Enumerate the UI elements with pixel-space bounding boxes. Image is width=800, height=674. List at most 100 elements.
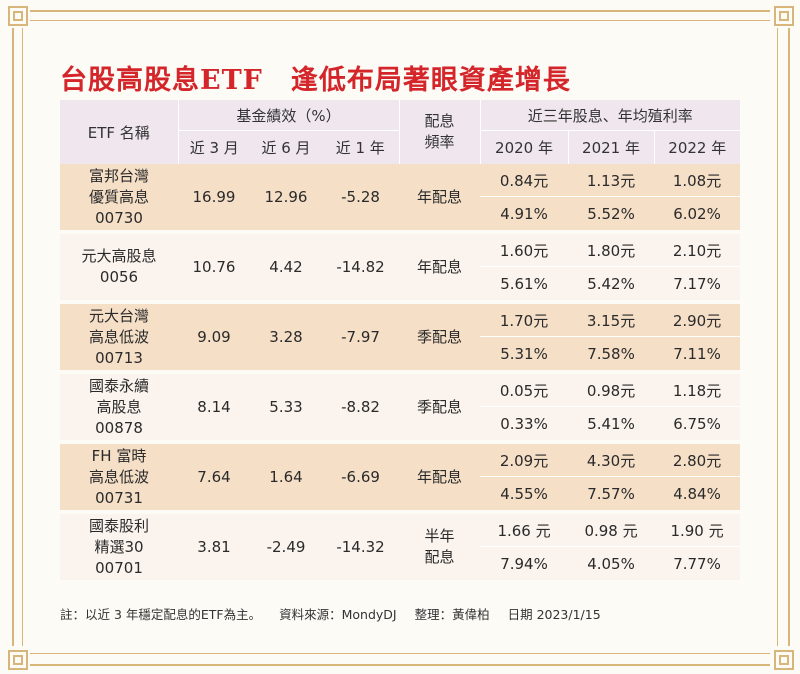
header-frequency-text: 配息 頻率 [424,112,455,151]
header-period-1y: 近 1 年 [322,130,400,164]
etf-name-line: 00730 [95,208,143,227]
yield-cell: 4.55% [480,476,569,510]
etf-name-cell: FH 富時 高息低波 00731 [60,444,178,510]
table-row: 富邦台灣 優質高息 00730 16.99 12.96 -5.28 年配息 0.84元 1.13… [60,164,741,230]
performance-cell: 16.99 [178,164,250,230]
performance-cell: 10.76 [178,234,250,300]
performance-cell: -2.49 [250,514,322,580]
footnote-date: 日期 2023/1/15 [507,607,601,622]
etf-name-line: 0056 [99,268,139,286]
dividend-cell: 2.90元 [654,304,741,337]
dividend-cell: 1.60元 [480,234,569,267]
yield-cell: 7.57% [568,476,655,510]
etf-name-line: 00701 [95,558,143,577]
performance-cell: -6.69 [322,444,400,510]
header-frequency: 配息 頻率 [398,100,481,164]
inner-frame [22,20,778,654]
yield-cell: 4.05% [568,546,655,580]
corner-ornament [770,646,796,672]
dividend-cell: 2.10元 [654,234,741,267]
etf-name-cell: 元大台灣高息低波 00713 [60,304,178,370]
etf-table: ETF 名稱 基金績效（%） 配息 頻率 近三年股息、年均殖利率 近 3 月 近 … [60,100,741,580]
outer-frame [12,10,790,666]
performance-cell: 5.33 [250,374,322,440]
header-dividend-group: 近三年股息、年均殖利率 [479,100,741,131]
header-year-2021: 2021 年 [567,130,655,164]
etf-name-line: 精選30 [94,537,144,556]
table-row: FH 富時 高息低波 00731 7.64 1.64 -6.69 年配息 2.09元 4.30元… [60,444,741,510]
dividend-cell: 0.98 元 [568,514,655,547]
table-row: 元大台灣 高息低波 00713 9.09 3.28 -7.97 季配息 1.70元 3.15元 2… [60,304,741,370]
dividend-cell: 1.80元 [568,234,655,267]
etf-name-cell: 富邦台灣優質高息 00730 [60,164,178,230]
table-row: 7.94% 4.05% 7.77% [60,546,741,580]
etf-name-line: 00731 [95,488,143,507]
footnote-source: 資料來源：MondyDJ [279,607,397,622]
performance-cell: 9.09 [178,304,250,370]
dividend-cell: 1.13元 [568,164,655,197]
frequency-cell: 年配息 [399,444,481,510]
etf-name-cell: 國泰永續 高股息 00878 [60,374,178,440]
table-row: 4.91% 5.52% 6.02% [60,196,741,230]
frequency-cell: 季配息 [399,304,481,370]
table-row: 4.55% 7.57% 4.84% [60,476,741,510]
yield-cell: 5.41% [568,406,655,440]
row-spacer [60,510,741,514]
row-spacer [60,440,741,444]
dividend-cell: 1.70元 [480,304,569,337]
yield-cell: 5.31% [480,336,569,370]
etf-name-line: 國泰股利 [88,516,149,535]
table-row: 5.61% 5.42% 7.17% [60,266,741,300]
frequency-cell: 年配息 [399,164,481,230]
dividend-cell: 4.30元 [568,444,655,477]
yield-cell: 7.17% [654,266,741,300]
etf-name-cell: 元大高股息 0056 [60,234,178,300]
yield-cell: 7.11% [654,336,741,370]
performance-cell: 3.81 [178,514,250,580]
table-row: 國泰永續 高股息 00878 8.14 5.33 -8.82 季配息 0.05元 0.98元 1.… [60,374,741,440]
performance-cell: 12.96 [250,164,322,230]
dividend-cell: 2.80元 [654,444,741,477]
etf-name-line: 高息低波 [88,327,149,346]
performance-cell: -14.82 [322,234,400,300]
performance-cell: -14.32 [322,514,400,580]
frequency-text: 年配息 [417,257,463,276]
dividend-cell: 3.15元 [568,304,655,337]
etf-name-line: 元大台灣 [88,306,149,325]
etf-name-line: 00713 [95,348,143,367]
frequency-text: 年配息 [417,187,463,206]
dividend-cell: 0.98元 [568,374,655,407]
yield-cell: 6.75% [654,406,741,440]
etf-name-line: 元大高股息 [81,247,157,265]
corner-ornament [4,646,30,672]
dividend-cell: 1.18元 [654,374,741,407]
dividend-cell: 0.84元 [480,164,569,197]
header-period-6m: 近 6 月 [250,130,322,164]
frequency-text: 年配息 [417,467,463,486]
etf-name-cell: 國泰股利精選30 00701 [60,514,178,580]
frequency-cell: 半年配息 [399,514,481,580]
yield-cell: 5.61% [480,266,569,300]
header-year-2022: 2022 年 [653,130,741,164]
row-spacer [60,300,741,304]
row-spacer [60,230,741,234]
footnote-editor: 整理：黃偉柏 [414,607,490,622]
header-year-2020: 2020 年 [479,130,569,164]
performance-cell: -8.82 [322,374,400,440]
performance-cell: 8.14 [178,374,250,440]
footnote: 註：以近 3 年穩定配息的ETF為主。 資料來源：MondyDJ 整理：黃偉柏 … [60,604,615,623]
etf-name-line: 優質高息 [88,187,149,206]
dividend-cell: 0.05元 [480,374,569,407]
etf-name-line: 國泰永續 [88,376,149,395]
yield-cell: 7.58% [568,336,655,370]
yield-cell: 7.94% [480,546,569,580]
yield-cell: 6.02% [654,196,741,230]
etf-name-line: 00878 [95,418,143,437]
frequency-text: 季配息 [417,327,463,346]
row-spacer [60,370,741,374]
header-period-3m: 近 3 月 [177,130,250,164]
etf-name-line: 富邦台灣 [88,166,149,185]
yield-cell: 7.77% [654,546,741,580]
dividend-cell: 2.09元 [480,444,569,477]
performance-cell: 1.64 [250,444,322,510]
